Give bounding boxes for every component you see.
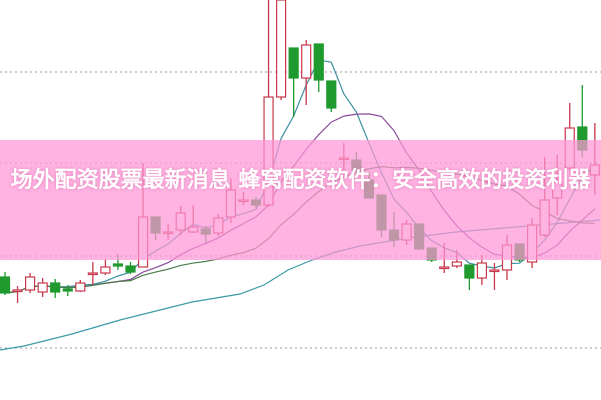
candle-rise bbox=[12, 289, 23, 293]
candle-fall bbox=[112, 263, 124, 267]
candle-rise bbox=[451, 261, 462, 267]
candle-fall bbox=[288, 47, 299, 79]
candle-rise bbox=[439, 266, 450, 270]
candle-rise bbox=[476, 262, 487, 279]
candle-rise bbox=[301, 44, 312, 79]
candle-fall bbox=[464, 264, 475, 279]
candle-rise bbox=[100, 266, 111, 274]
candle-fall bbox=[0, 276, 11, 294]
candle-fall bbox=[62, 288, 73, 292]
candle-rise bbox=[75, 282, 86, 292]
title-banner bbox=[0, 140, 601, 260]
candle-rise bbox=[87, 272, 98, 276]
candle-fall bbox=[125, 265, 136, 273]
candle-fall bbox=[50, 282, 61, 293]
ma5-line bbox=[4, 59, 596, 294]
candle-rise bbox=[489, 269, 500, 273]
candle-fall bbox=[326, 80, 337, 109]
candle-rise bbox=[25, 276, 36, 291]
candle-fall bbox=[313, 43, 324, 81]
headline-title: 场外配资股票最新消息 蜂窝配资软件：安全高效的投资利器 bbox=[10, 168, 591, 193]
candle-rise bbox=[276, 0, 287, 98]
candle-rise bbox=[37, 282, 48, 293]
